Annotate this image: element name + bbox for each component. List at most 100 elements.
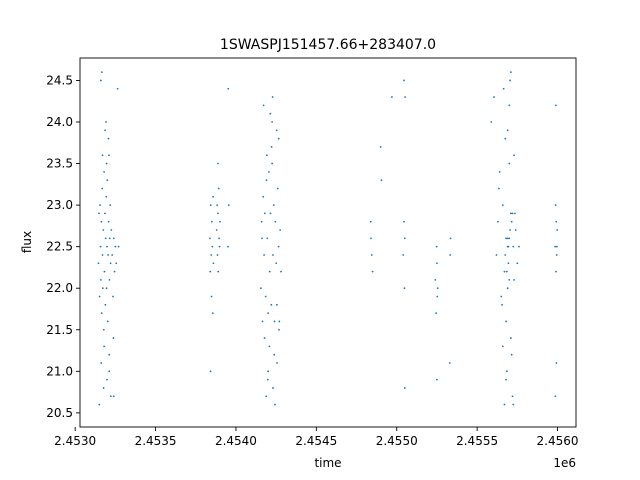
data-point	[273, 403, 276, 406]
y-tick-label: 23.5	[46, 157, 73, 171]
data-point	[100, 362, 103, 364]
data-point	[113, 270, 116, 273]
data-point	[508, 162, 511, 165]
data-point	[100, 312, 103, 315]
data-point	[270, 146, 273, 148]
data-point	[555, 220, 558, 223]
data-point	[109, 395, 112, 398]
data-point	[218, 237, 220, 240]
data-point	[556, 229, 559, 231]
data-point	[116, 87, 119, 90]
data-point	[210, 220, 213, 223]
data-point	[100, 220, 103, 223]
data-point	[98, 212, 100, 215]
data-point	[261, 320, 264, 323]
data-point	[227, 204, 230, 207]
data-point	[505, 320, 507, 323]
data-point	[102, 229, 105, 231]
data-point	[108, 279, 111, 281]
data-point	[555, 254, 558, 256]
data-point	[216, 204, 219, 207]
x-tick-label: 2.4530	[54, 434, 96, 448]
data-point	[554, 204, 557, 207]
data-point	[270, 303, 273, 306]
data-point	[497, 187, 500, 190]
data-point	[370, 237, 372, 240]
data-point	[108, 154, 110, 157]
data-point	[501, 204, 504, 207]
data-point	[104, 303, 107, 306]
data-point	[277, 137, 280, 140]
data-point	[98, 295, 101, 298]
data-point	[502, 87, 505, 90]
data-point	[434, 279, 437, 281]
x-tick-label: 2.4545	[295, 434, 337, 448]
data-point	[105, 162, 108, 165]
plot-frame	[79, 57, 577, 428]
data-point	[504, 137, 507, 140]
data-point	[276, 303, 278, 306]
data-point	[106, 179, 109, 182]
data-point	[435, 312, 438, 315]
data-point	[506, 245, 509, 248]
data-point	[112, 237, 115, 240]
y-tick-label: 24.0	[46, 115, 73, 129]
data-point	[273, 353, 276, 356]
data-point	[510, 353, 513, 356]
data-point	[114, 245, 117, 248]
data-point	[513, 154, 515, 157]
data-point	[436, 295, 439, 298]
data-point	[498, 170, 501, 173]
data-point	[495, 254, 498, 256]
data-point	[112, 395, 115, 398]
data-point	[501, 303, 503, 306]
data-point	[115, 262, 118, 265]
data-point	[104, 129, 106, 132]
data-point	[279, 229, 282, 231]
data-point	[509, 229, 511, 231]
y-tick-label: 20.5	[46, 406, 73, 420]
data-point	[501, 345, 504, 348]
data-point	[266, 237, 269, 240]
y-axis-label: flux	[20, 231, 34, 253]
data-point	[511, 212, 514, 215]
data-point	[209, 237, 211, 240]
data-point	[379, 146, 382, 148]
data-point	[555, 245, 558, 248]
data-point	[449, 237, 452, 240]
data-point	[555, 362, 558, 364]
data-point	[103, 170, 106, 173]
data-point	[371, 270, 374, 273]
data-point	[111, 254, 114, 256]
data-point	[112, 295, 114, 298]
data-point	[216, 254, 219, 256]
data-point	[263, 337, 266, 339]
data-point	[268, 270, 271, 273]
y-tick-label: 22.0	[46, 281, 73, 295]
data-point	[505, 370, 508, 373]
data-point	[218, 220, 221, 223]
data-point	[403, 237, 406, 240]
data-point	[507, 262, 510, 265]
data-point	[261, 237, 263, 240]
data-point	[436, 378, 438, 381]
data-point	[218, 245, 221, 248]
y-tick-label: 22.5	[46, 240, 73, 254]
data-point	[262, 195, 265, 198]
data-point	[370, 254, 373, 256]
y-axis: 20.5 21.0 21.5 22.0 22.5 23.0 23.5 24.0 24.5	[46, 73, 80, 420]
data-point	[101, 154, 104, 157]
data-point	[103, 345, 106, 348]
data-point	[506, 287, 509, 290]
data-point	[110, 229, 113, 231]
data-point	[217, 212, 219, 215]
data-point	[505, 378, 507, 381]
data-point	[209, 370, 212, 373]
data-point	[275, 262, 278, 265]
y-tick-label: 24.5	[46, 73, 73, 87]
data-point	[555, 104, 557, 107]
data-point	[99, 245, 102, 248]
data-point	[269, 112, 272, 115]
data-point	[512, 403, 515, 406]
data-point	[554, 245, 556, 248]
